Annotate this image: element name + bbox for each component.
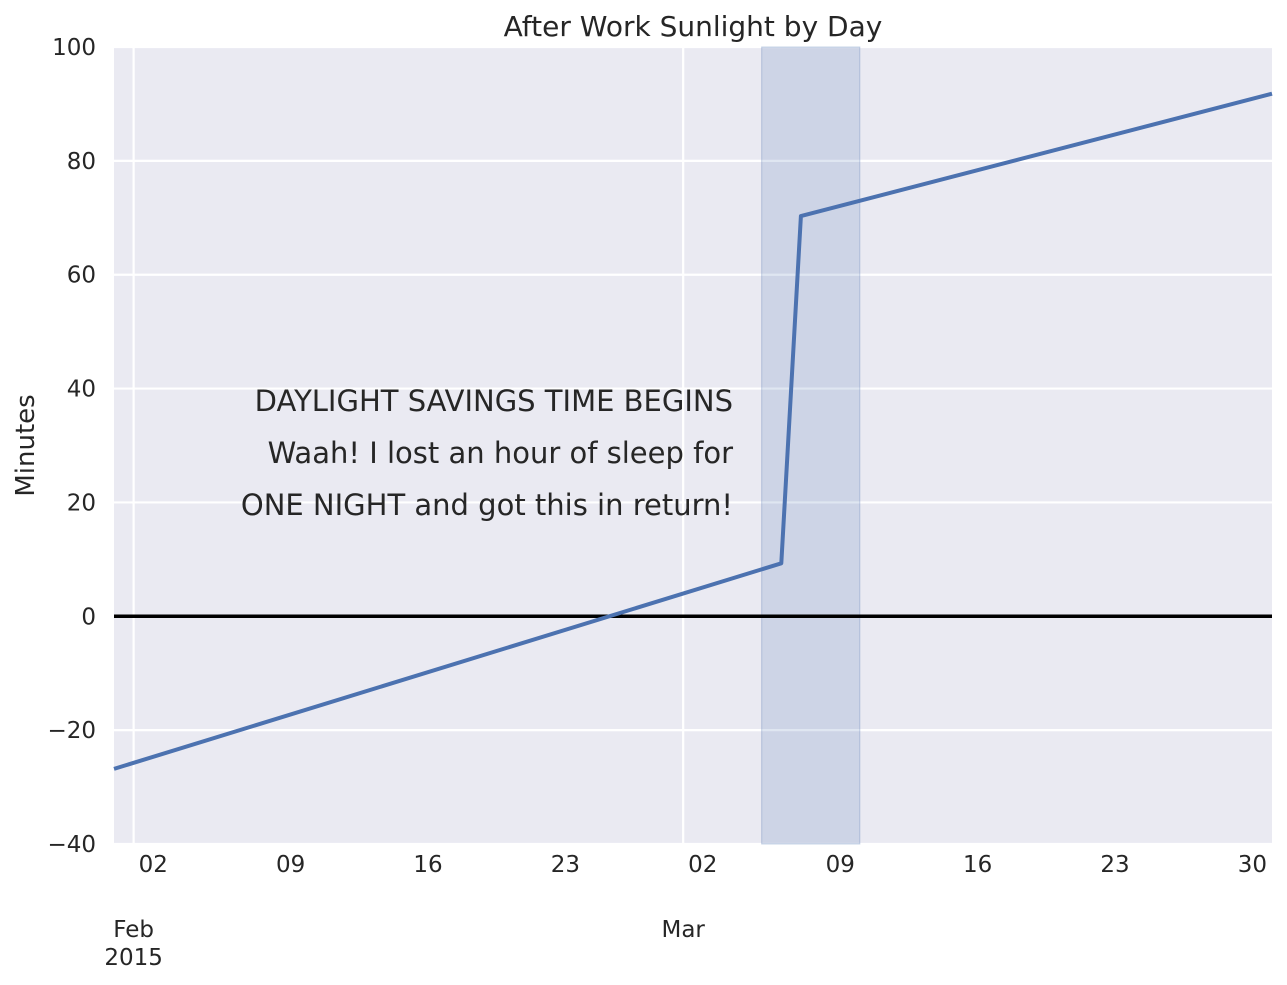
y-axis-ticks: −40 −20 0 20 40 60 80 100 xyxy=(47,35,96,858)
x-tick-label: 23 xyxy=(551,852,580,878)
y-tick-label: 60 xyxy=(67,263,96,289)
x-tick-label: 16 xyxy=(963,852,992,878)
series-line xyxy=(113,91,1273,771)
x-major-label: Mar xyxy=(661,917,705,943)
x-tick-label: 02 xyxy=(139,852,168,878)
annotation-line-2: Waah! I lost an hour of sleep for xyxy=(268,436,733,470)
x-tick-label: 30 xyxy=(1238,852,1267,878)
chart-title: After Work Sunlight by Day xyxy=(504,10,883,43)
x-axis-ticks: 02 09 16 23 02 09 16 23 30 Feb 2015 Mar xyxy=(104,852,1267,971)
x-tick-label: 09 xyxy=(276,852,305,878)
y-axis-label: Minutes xyxy=(11,394,41,496)
x-tick-label: 09 xyxy=(826,852,855,878)
x-tick-label: 16 xyxy=(413,852,442,878)
y-tick-label: 80 xyxy=(67,149,96,175)
series xyxy=(113,91,1273,771)
dst-highlight-span xyxy=(761,46,861,845)
annotation-line-3: ONE NIGHT and got this in return! xyxy=(241,488,733,522)
y-tick-label: 20 xyxy=(67,490,96,516)
annotation-line-1: DAYLIGHT SAVINGS TIME BEGINS xyxy=(255,384,733,418)
y-tick-label: 0 xyxy=(81,604,96,630)
x-major-label: Feb 2015 xyxy=(104,917,163,971)
y-tick-label: 100 xyxy=(52,35,96,61)
y-tick-label: −20 xyxy=(47,718,96,744)
x-tick-label: 02 xyxy=(688,852,717,878)
y-tick-label: −40 xyxy=(47,832,96,858)
y-tick-label: 40 xyxy=(67,377,96,403)
annotation: DAYLIGHT SAVINGS TIME BEGINS Waah! I los… xyxy=(241,384,733,522)
x-tick-label: 23 xyxy=(1100,852,1129,878)
